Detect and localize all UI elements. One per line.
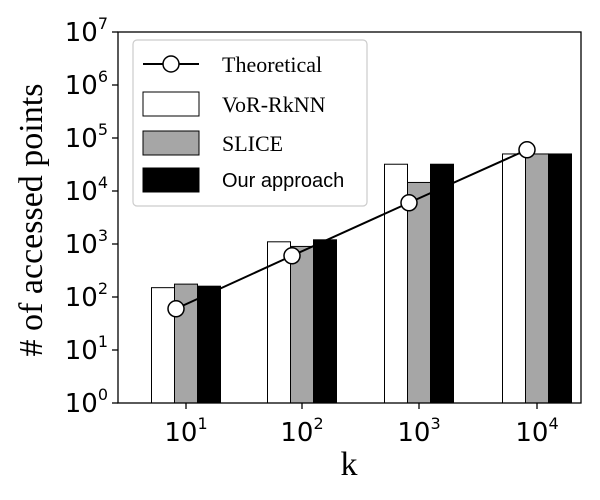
theoretical-point-2 bbox=[283, 247, 301, 265]
theoretical-line-layer bbox=[167, 141, 536, 318]
bar-slice-4 bbox=[525, 153, 549, 404]
theoretical-line bbox=[175, 148, 528, 310]
bar-our-approach-4 bbox=[548, 153, 572, 404]
y-axis-title: # of accessed points bbox=[13, 84, 50, 357]
bar-slice-2 bbox=[290, 245, 314, 404]
y-tick-label-4: 104 bbox=[65, 173, 108, 207]
y-axis: 100 101 102 103 104 105 106 107 bbox=[65, 14, 118, 419]
y-tick-label-1: 101 bbox=[65, 332, 108, 366]
theoretical-point-4 bbox=[518, 141, 536, 159]
x-tick-label-3: 103 bbox=[397, 414, 440, 448]
bar-our-approach-2 bbox=[313, 239, 337, 404]
y-tick-label-0: 100 bbox=[65, 385, 108, 419]
legend-vor-swatch bbox=[142, 91, 200, 117]
x-tick-label-4: 104 bbox=[515, 414, 558, 448]
plot-area bbox=[117, 31, 582, 404]
legend-label-our: Our approach bbox=[222, 170, 344, 192]
legend-label-theoretical: Theoretical bbox=[222, 52, 322, 77]
legend-frame bbox=[132, 39, 368, 207]
y-tick-label-7: 107 bbox=[65, 14, 108, 48]
legend-theoretical-marker bbox=[162, 55, 180, 73]
y-tick-label-3: 103 bbox=[65, 226, 108, 260]
legend-slice-swatch bbox=[142, 130, 200, 156]
legend-our-swatch bbox=[142, 167, 200, 193]
y-tick-label-2: 102 bbox=[65, 279, 108, 313]
theoretical-point-1 bbox=[167, 300, 185, 318]
x-axis-title: k bbox=[341, 446, 358, 483]
legend-label-slice: SLICE bbox=[222, 131, 283, 156]
x-axis: 101 102 103 104 bbox=[164, 403, 559, 448]
x-tick-label-1: 101 bbox=[164, 414, 207, 448]
y-tick-label-6: 106 bbox=[65, 67, 108, 101]
bar-vor-rknn-4 bbox=[502, 153, 526, 404]
legend: Theoretical VoR-RkNN SLICE Our approach bbox=[132, 39, 368, 207]
plot-frame bbox=[117, 31, 582, 404]
legend-label-vor: VoR-RkNN bbox=[222, 92, 326, 117]
y-tick-label-5: 105 bbox=[65, 120, 108, 154]
bar-our-approach-1 bbox=[197, 285, 221, 404]
x-tick-label-2: 102 bbox=[280, 414, 323, 448]
theoretical-point-3 bbox=[400, 194, 418, 212]
bar-our-approach-3 bbox=[430, 163, 454, 404]
bar-slice-3 bbox=[407, 181, 431, 404]
